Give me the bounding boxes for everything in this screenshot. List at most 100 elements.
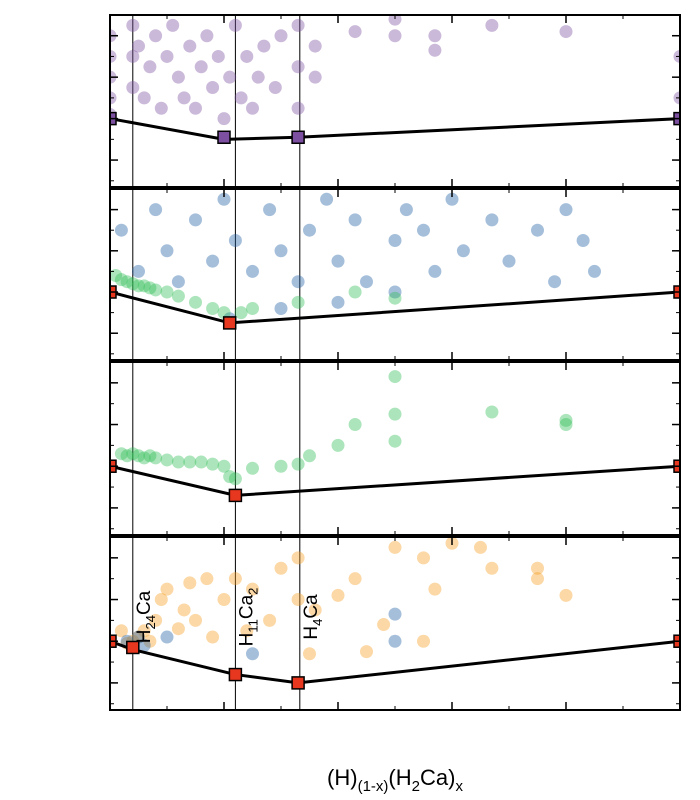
data-point bbox=[428, 264, 442, 278]
data-point bbox=[160, 453, 174, 467]
data-point bbox=[559, 588, 573, 602]
data-point bbox=[308, 603, 322, 617]
data-point bbox=[240, 624, 254, 638]
data-point bbox=[223, 470, 237, 484]
data-point bbox=[143, 60, 157, 74]
data-point bbox=[132, 39, 145, 53]
phase-label: H4Ca bbox=[301, 594, 325, 640]
data-point bbox=[559, 203, 573, 217]
axis-title-part: (H) bbox=[327, 765, 358, 790]
data-point bbox=[166, 18, 180, 32]
data-point bbox=[291, 275, 305, 289]
hull-vertex-point bbox=[126, 640, 140, 655]
data-point bbox=[485, 405, 499, 419]
data-point bbox=[177, 603, 191, 617]
data-point bbox=[548, 275, 562, 289]
data-point bbox=[154, 593, 168, 607]
x-axis-title: (H)(1-x)(H2Ca)x bbox=[327, 765, 463, 795]
data-point bbox=[246, 301, 259, 315]
data-point bbox=[228, 234, 242, 248]
phase-label-part: H bbox=[236, 633, 257, 647]
data-point bbox=[263, 203, 277, 217]
data-point bbox=[171, 289, 185, 303]
plot-area bbox=[110, 537, 680, 690]
data-point bbox=[126, 81, 140, 95]
data-point bbox=[200, 572, 214, 586]
data-point bbox=[246, 264, 259, 278]
data-point bbox=[360, 275, 373, 289]
data-point bbox=[274, 561, 288, 575]
data-point bbox=[132, 630, 145, 644]
phase-label-sub: 11 bbox=[245, 619, 260, 633]
phase-label-sub: 4 bbox=[310, 619, 325, 626]
data-point bbox=[251, 70, 265, 84]
data-point bbox=[110, 269, 123, 283]
data-point bbox=[291, 18, 305, 32]
data-point bbox=[149, 29, 163, 43]
data-point bbox=[474, 540, 487, 554]
panel-dft bbox=[109, 536, 681, 711]
hull-line bbox=[110, 464, 680, 497]
data-point bbox=[228, 472, 242, 486]
hull-vertex-point bbox=[291, 676, 305, 690]
data-point bbox=[240, 49, 254, 63]
data-point bbox=[291, 60, 305, 74]
data-point bbox=[137, 279, 151, 293]
data-point bbox=[114, 223, 128, 237]
data-point bbox=[234, 91, 248, 105]
data-point bbox=[217, 459, 231, 473]
plot-area bbox=[110, 192, 680, 330]
data-point bbox=[399, 203, 413, 217]
data-point bbox=[183, 39, 197, 53]
data-point bbox=[126, 49, 140, 63]
hull-vertex-point bbox=[222, 316, 237, 330]
data-point bbox=[428, 582, 442, 596]
data-point bbox=[576, 234, 590, 248]
data-point bbox=[348, 572, 362, 586]
data-point bbox=[485, 18, 499, 32]
data-point bbox=[388, 291, 402, 305]
data-point bbox=[120, 275, 134, 289]
data-point bbox=[588, 264, 601, 278]
data-point bbox=[149, 613, 163, 627]
data-point bbox=[132, 279, 145, 293]
data-point bbox=[126, 18, 140, 32]
data-point bbox=[388, 285, 402, 299]
data-point bbox=[194, 60, 208, 74]
data-point bbox=[206, 301, 220, 315]
phase-label-part: H bbox=[134, 630, 155, 644]
data-point bbox=[274, 459, 288, 473]
data-point bbox=[360, 645, 373, 659]
hull-vertex-point bbox=[228, 667, 243, 682]
data-point bbox=[348, 25, 362, 39]
data-point bbox=[303, 449, 316, 463]
data-point bbox=[303, 647, 316, 661]
data-point bbox=[417, 634, 430, 648]
data-point bbox=[348, 285, 362, 299]
data-point bbox=[348, 213, 362, 227]
data-point bbox=[223, 70, 237, 84]
data-point bbox=[388, 634, 402, 648]
plot-area bbox=[110, 370, 680, 503]
data-point bbox=[308, 70, 322, 84]
data-point bbox=[206, 81, 220, 95]
data-point bbox=[246, 461, 259, 475]
plot-area bbox=[110, 15, 680, 145]
panel-training bbox=[109, 14, 681, 188]
data-point bbox=[149, 451, 163, 465]
phase-label: H11Ca2 bbox=[236, 588, 260, 647]
data-point bbox=[388, 15, 402, 26]
data-point bbox=[502, 254, 516, 268]
data-point bbox=[132, 449, 145, 463]
data-point bbox=[160, 285, 174, 299]
data-point bbox=[137, 638, 151, 652]
data-point bbox=[246, 101, 259, 115]
axis-title-part: Ca) bbox=[420, 765, 455, 790]
panel-frame bbox=[109, 361, 681, 536]
data-point bbox=[160, 49, 174, 63]
data-point bbox=[445, 192, 459, 206]
data-point bbox=[268, 81, 282, 95]
data-point bbox=[206, 254, 220, 268]
data-point bbox=[189, 295, 202, 309]
